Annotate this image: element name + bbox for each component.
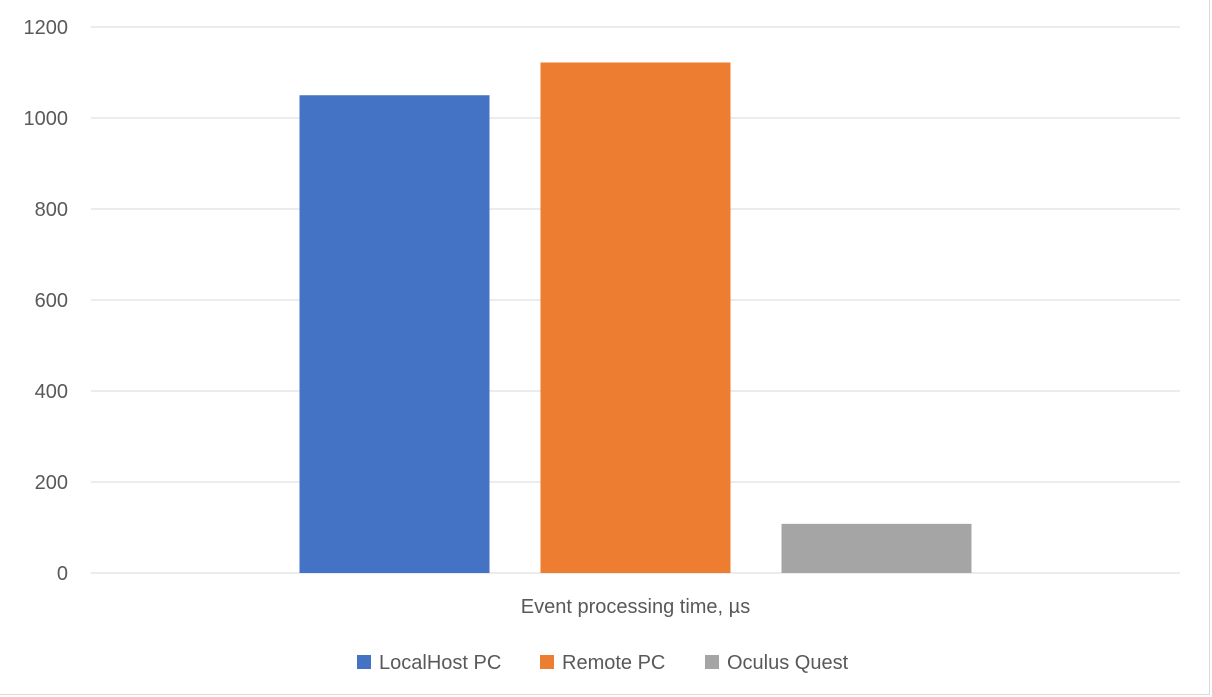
y-tick-label: 1000 (24, 108, 69, 130)
y-tick-label: 1200 (24, 17, 69, 39)
legend-label: LocalHost PC (379, 652, 501, 674)
x-category-label: Event processing time, µs (521, 596, 750, 618)
bar-localhost-pc (299, 95, 490, 573)
y-tick-label: 200 (35, 472, 68, 494)
legend-swatch (357, 655, 371, 669)
legend-label: Remote PC (562, 652, 665, 674)
y-tick-label: 800 (35, 199, 68, 221)
bars (299, 62, 972, 574)
y-tick-label: 0 (57, 563, 68, 585)
legend-swatch (540, 655, 554, 669)
x-axis: Event processing time, µs (521, 596, 750, 618)
legend: LocalHost PC Remote PC Oculus Quest (357, 652, 849, 674)
y-axis: 0 200 400 600 800 1000 1200 (24, 17, 69, 585)
legend-label: Oculus Quest (727, 652, 849, 674)
bar-oculus-quest (781, 523, 972, 573)
y-tick-label: 600 (35, 290, 68, 312)
bar-remote-pc (540, 62, 731, 574)
legend-swatch (705, 655, 719, 669)
y-tick-label: 400 (35, 381, 68, 403)
